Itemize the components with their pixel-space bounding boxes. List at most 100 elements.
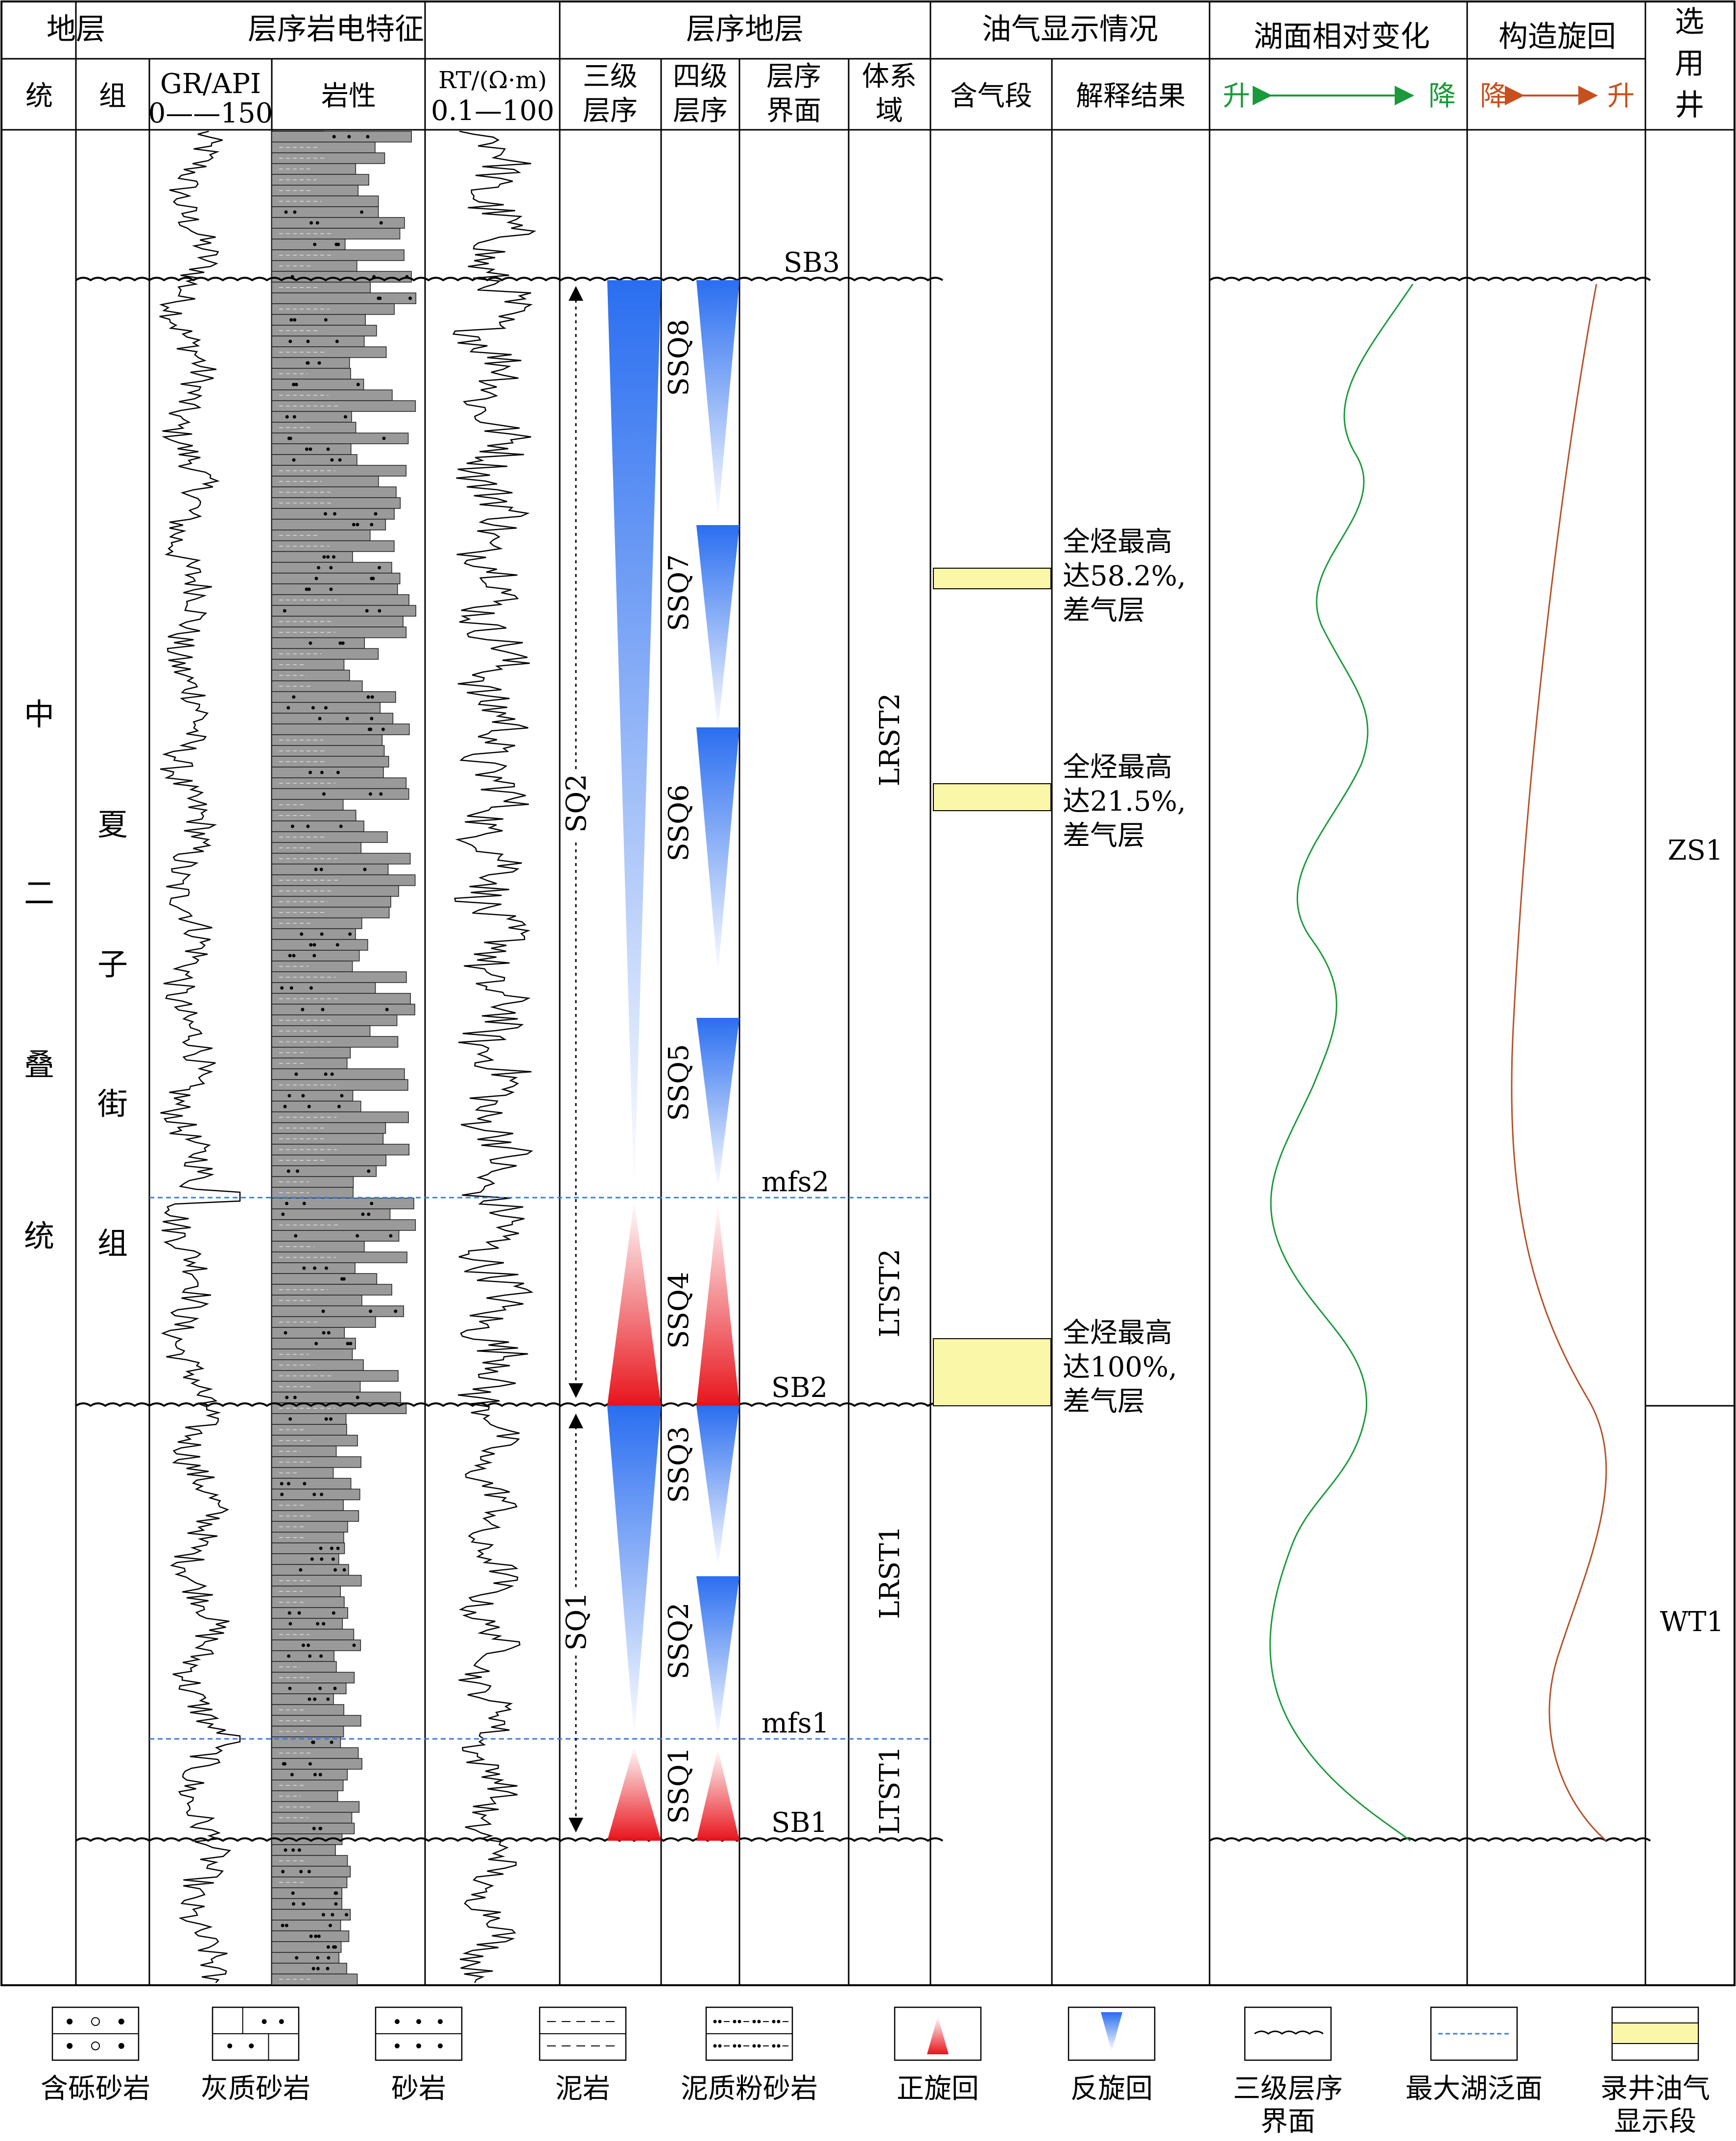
lithology-bed — [271, 853, 411, 865]
grain-dot — [293, 318, 297, 322]
grain-dot — [314, 867, 318, 871]
grain-dot — [283, 609, 286, 613]
grain-dot — [301, 1008, 305, 1011]
grain-dot — [334, 1902, 338, 1906]
lithology-bed — [271, 788, 409, 800]
lithology-bed — [271, 1715, 361, 1727]
lithology-bed — [271, 1327, 345, 1339]
sub-lake-up: 升 — [1223, 80, 1250, 112]
sub-lithology: 岩性 — [321, 80, 376, 112]
grain-dot — [309, 447, 312, 451]
lithology-bed — [271, 713, 394, 724]
lithology-bed — [271, 1413, 347, 1425]
grain-dot — [378, 296, 382, 300]
series-char-1: 中 — [24, 697, 54, 732]
grain-dot — [324, 1072, 328, 1076]
grain-dot — [290, 824, 294, 828]
grain-dot — [306, 339, 310, 343]
lithology-bed — [271, 605, 416, 617]
lithology-bed — [271, 1672, 355, 1684]
grain-dot — [321, 1309, 325, 1313]
fourth-order-cycles — [696, 280, 739, 1841]
grain-dot — [307, 1643, 310, 1647]
grain-dot — [283, 1762, 286, 1766]
legend-item-5: 泥质粉砂岩 — [681, 2006, 818, 2105]
grain-dot — [326, 1967, 330, 1971]
lithology-bed — [271, 1629, 355, 1640]
lithology-bed — [271, 131, 412, 143]
sb1-boundary-right — [1209, 1837, 1651, 1842]
grain-dot — [329, 1417, 333, 1421]
gas2-line2: 达21.5%, — [1063, 786, 1186, 818]
grain-dot — [335, 943, 339, 947]
lithology-bed — [271, 1348, 353, 1360]
lithology-bed — [271, 1370, 399, 1382]
grain-dot — [370, 695, 374, 699]
gas-show-1 — [933, 568, 1051, 589]
grain-dot — [334, 242, 338, 246]
grain-dot — [327, 1331, 331, 1335]
formation-char-1: 夏 — [97, 807, 128, 842]
grain-dot — [288, 1622, 292, 1626]
grain-dot — [303, 1482, 307, 1486]
lithology-bed — [271, 1575, 362, 1587]
grain-dot — [285, 1395, 289, 1399]
sub-systems-2: 域 — [876, 95, 903, 127]
grain-dot — [324, 706, 328, 710]
lithology-bed — [271, 1855, 348, 1867]
grain-dot — [332, 555, 335, 559]
ssq3-label: SSQ3 — [663, 1426, 695, 1503]
grain-dot — [322, 1622, 326, 1626]
sub-gr-label: GR/API — [160, 68, 261, 100]
grain-dot — [333, 512, 336, 516]
legend-label: 泥质粉砂岩 — [681, 2073, 818, 2105]
grain-dot — [326, 447, 330, 451]
lithology-bed — [271, 1198, 414, 1209]
grain-dot — [326, 1945, 330, 1949]
grain-dot — [320, 932, 324, 936]
lithology-bed — [271, 1187, 354, 1199]
grain-dot — [294, 383, 298, 386]
grain-dot — [389, 1234, 393, 1238]
legend-item-7: 反旋回 — [1068, 2006, 1156, 2105]
grain-dot — [297, 1611, 301, 1615]
grain-dot — [330, 1072, 334, 1076]
lithology-bed — [271, 616, 404, 627]
gas1-line2: 达58.2%, — [1063, 560, 1186, 592]
header-lake-level: 湖面相对变化 — [1254, 20, 1430, 54]
grain-dot — [356, 1395, 359, 1399]
series-char-3: 叠 — [24, 1047, 54, 1083]
grain-dot — [381, 727, 385, 731]
ssq4-cycle — [696, 1203, 739, 1406]
tectonic-cycle-curve — [1511, 284, 1607, 1842]
grain-dot — [292, 954, 296, 958]
lithology-bed — [271, 497, 401, 509]
lithology-bed — [271, 680, 363, 692]
grain-dot — [292, 695, 296, 699]
grain-dot — [302, 1202, 306, 1205]
grain-dot — [324, 512, 327, 516]
header-well-1: 选 — [1675, 5, 1704, 39]
lithology-bed — [271, 1639, 361, 1651]
grain-dot — [288, 1686, 292, 1690]
grain-dot — [286, 1482, 290, 1486]
lithology-bed — [271, 292, 417, 304]
lithology-bed — [271, 1230, 400, 1242]
grain-dot — [369, 727, 373, 731]
lithology-bed — [271, 1392, 401, 1403]
lithology-bed — [271, 670, 350, 681]
grain-dot — [296, 1169, 299, 1173]
grain-dot — [292, 383, 296, 386]
grain-dot — [369, 1309, 373, 1313]
lithology-bed — [271, 1909, 351, 1921]
grain-dot — [366, 135, 370, 139]
legend-item-9: 最大湖泛面 — [1405, 2006, 1543, 2105]
lithology-bed — [271, 1456, 361, 1468]
lithology-bed — [271, 1973, 358, 1985]
grain-dot — [289, 986, 293, 990]
legend-label: 三级层序 — [1233, 2073, 1343, 2105]
